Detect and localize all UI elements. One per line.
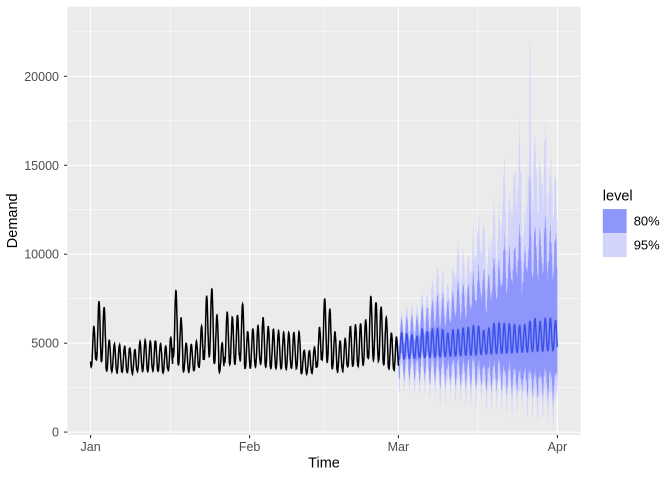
svg-text:95%: 95% xyxy=(634,238,660,253)
svg-text:Time: Time xyxy=(308,456,340,472)
svg-text:80%: 80% xyxy=(634,214,660,229)
svg-text:Feb: Feb xyxy=(239,440,261,454)
svg-text:5000: 5000 xyxy=(31,337,59,351)
svg-text:15000: 15000 xyxy=(24,159,59,173)
svg-text:0: 0 xyxy=(52,426,59,440)
svg-text:Mar: Mar xyxy=(388,440,410,454)
svg-text:10000: 10000 xyxy=(24,248,59,262)
svg-text:level: level xyxy=(603,188,633,204)
svg-text:Apr: Apr xyxy=(548,440,567,454)
svg-text:Jan: Jan xyxy=(81,440,101,454)
svg-text:Demand: Demand xyxy=(5,193,21,248)
svg-text:20000: 20000 xyxy=(24,70,59,84)
